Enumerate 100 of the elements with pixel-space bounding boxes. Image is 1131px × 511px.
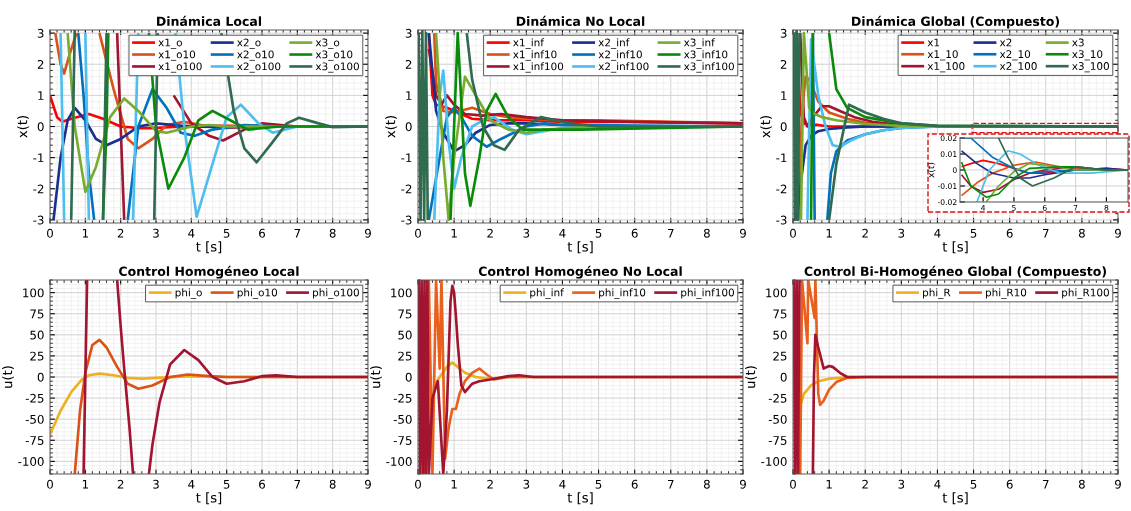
legend-label: x3_inf xyxy=(683,38,715,49)
x-tick-label: 0 xyxy=(790,479,796,489)
x-tick-label: 4 xyxy=(188,479,195,489)
legend-label: x3_100 xyxy=(1072,62,1109,73)
legend-label: x2_inf10 xyxy=(598,50,642,61)
x-tick-label: 1 xyxy=(826,479,832,489)
x-tick-label: 7 xyxy=(1042,479,1049,489)
legend-label: phi_o100 xyxy=(313,288,359,299)
x-axis-title: t [s] xyxy=(196,241,222,254)
y-axis-title: x(t) xyxy=(927,162,936,178)
x-tick-label: 6 xyxy=(1006,479,1013,489)
y-tick-label: 75 xyxy=(773,309,787,319)
y-axis-title: x(t) xyxy=(385,116,397,138)
x-tick-label: 6 xyxy=(631,228,638,238)
legend-label: x1_inf100 xyxy=(513,62,564,73)
chart-title: Control Bi-Homogéneo Global (Compuesto) xyxy=(804,265,1106,279)
y-tick-label: -75 xyxy=(25,436,44,445)
y-tick-label: -3 xyxy=(776,215,787,225)
legend-label: x3_inf100 xyxy=(683,62,734,73)
y-tick-label: -1 xyxy=(401,153,412,163)
y-tick-label: -25 xyxy=(25,393,44,403)
y-tick-label: 100 xyxy=(23,288,44,298)
y-tick-label: 0 xyxy=(405,372,412,382)
x-tick-label: 1 xyxy=(82,479,88,489)
legend-label: phi_inf xyxy=(530,288,565,299)
legend-label: x3_o xyxy=(315,38,340,49)
chart-title: Dinámica Global (Compuesto) xyxy=(852,15,1060,29)
x-tick-label: 3 xyxy=(153,228,159,238)
y-tick-label: 0 xyxy=(780,372,787,382)
x-tick-label: 5 xyxy=(970,479,977,489)
x-axis-title: t [s] xyxy=(567,492,593,505)
x-tick-label: 6 xyxy=(259,479,266,489)
x-tick-label: 7 xyxy=(667,479,674,489)
y-tick-label: -75 xyxy=(768,436,787,445)
legend-label: x2 xyxy=(999,38,1012,47)
y-tick-label: 0 xyxy=(780,122,787,132)
x-tick-label: 0 xyxy=(47,228,53,238)
legend-label: x2_o xyxy=(237,38,261,49)
x-tick-label: 9 xyxy=(364,479,371,489)
x-tick-label: 0 xyxy=(415,479,421,489)
y-tick-label: 2 xyxy=(405,59,412,69)
x-tick-label: 2 xyxy=(862,228,868,238)
x-tick-label: 2 xyxy=(117,228,124,238)
legend-label: x1_inf xyxy=(513,38,545,49)
y-tick-label: 75 xyxy=(398,309,412,319)
chart-title: Control Homogéneo Local xyxy=(119,265,299,279)
chart-title: Control Homogéneo No Local xyxy=(478,265,682,279)
x-tick-label: 3 xyxy=(898,228,905,238)
y-tick-label: -3 xyxy=(401,215,412,225)
legend-label: x1_inf10 xyxy=(513,50,557,61)
y-tick-label: 3 xyxy=(405,28,412,38)
x-tick-label: 5 xyxy=(595,228,602,238)
x-tick-label: 3 xyxy=(523,479,530,489)
legend-label: x3_o100 xyxy=(315,62,359,73)
legend-label: x2_o10 xyxy=(237,50,274,61)
x-tick-label: 8 xyxy=(1078,479,1085,489)
y-tick-label: 25 xyxy=(398,351,412,361)
y-tick-label: -50 xyxy=(25,414,44,424)
x-tick-label: 1 xyxy=(451,479,457,489)
legend-label: x2_10 xyxy=(999,50,1031,61)
x-tick-label: 4 xyxy=(934,228,941,238)
x-tick-label: 8 xyxy=(329,479,336,489)
chart-title: Dinámica No Local xyxy=(516,15,645,27)
x-tick-label: 2 xyxy=(487,479,493,489)
y-tick-label: 0 xyxy=(405,122,412,132)
x-tick-label: 9 xyxy=(1114,479,1121,489)
legend-label: x2_inf100 xyxy=(598,62,649,73)
x-tick-label: 6 xyxy=(1006,228,1013,238)
y-axis-title: u(t) xyxy=(745,366,757,388)
y-tick-label: -100 xyxy=(18,457,44,466)
x-tick-label: 8 xyxy=(1078,228,1085,238)
legend-label: x3_inf10 xyxy=(683,50,728,61)
legend-label: x2_inf xyxy=(598,38,630,49)
y-tick-label: -100 xyxy=(761,457,787,466)
x-tick-label: 1 xyxy=(451,228,457,238)
legend-label: phi_inf100 xyxy=(681,288,734,299)
legend-label: phi_o xyxy=(175,288,202,299)
y-tick-label: -2 xyxy=(33,184,44,194)
x-tick-label: 4 xyxy=(559,479,566,489)
y-axis-title: u(t) xyxy=(370,366,382,388)
y-tick-label: 100 xyxy=(766,288,787,298)
y-tick-label: -1 xyxy=(33,153,44,163)
x-tick-label: 9 xyxy=(739,479,746,489)
x-tick-label: 7 xyxy=(294,479,301,489)
x-tick-label: 4 xyxy=(188,228,195,238)
x-tick-label: 4 xyxy=(934,479,941,489)
x-axis-title: t [s] xyxy=(942,492,968,505)
y-tick-label: 100 xyxy=(391,288,412,298)
y-tick-label: 0 xyxy=(37,372,44,382)
y-axis-title: x(t) xyxy=(760,116,772,138)
y-tick-label: 75 xyxy=(30,309,44,319)
x-tick-label: 2 xyxy=(487,228,493,238)
x-axis-title: t [s] xyxy=(567,241,593,254)
y-axis-title: x(t) xyxy=(17,116,29,138)
y-tick-label: 2 xyxy=(780,59,787,69)
y-tick-label: -50 xyxy=(768,414,787,424)
x-tick-label: 5 xyxy=(223,228,230,238)
y-tick-label: 1 xyxy=(38,91,44,100)
y-tick-label: 50 xyxy=(30,330,44,340)
legend-label: x1_o100 xyxy=(158,62,202,73)
